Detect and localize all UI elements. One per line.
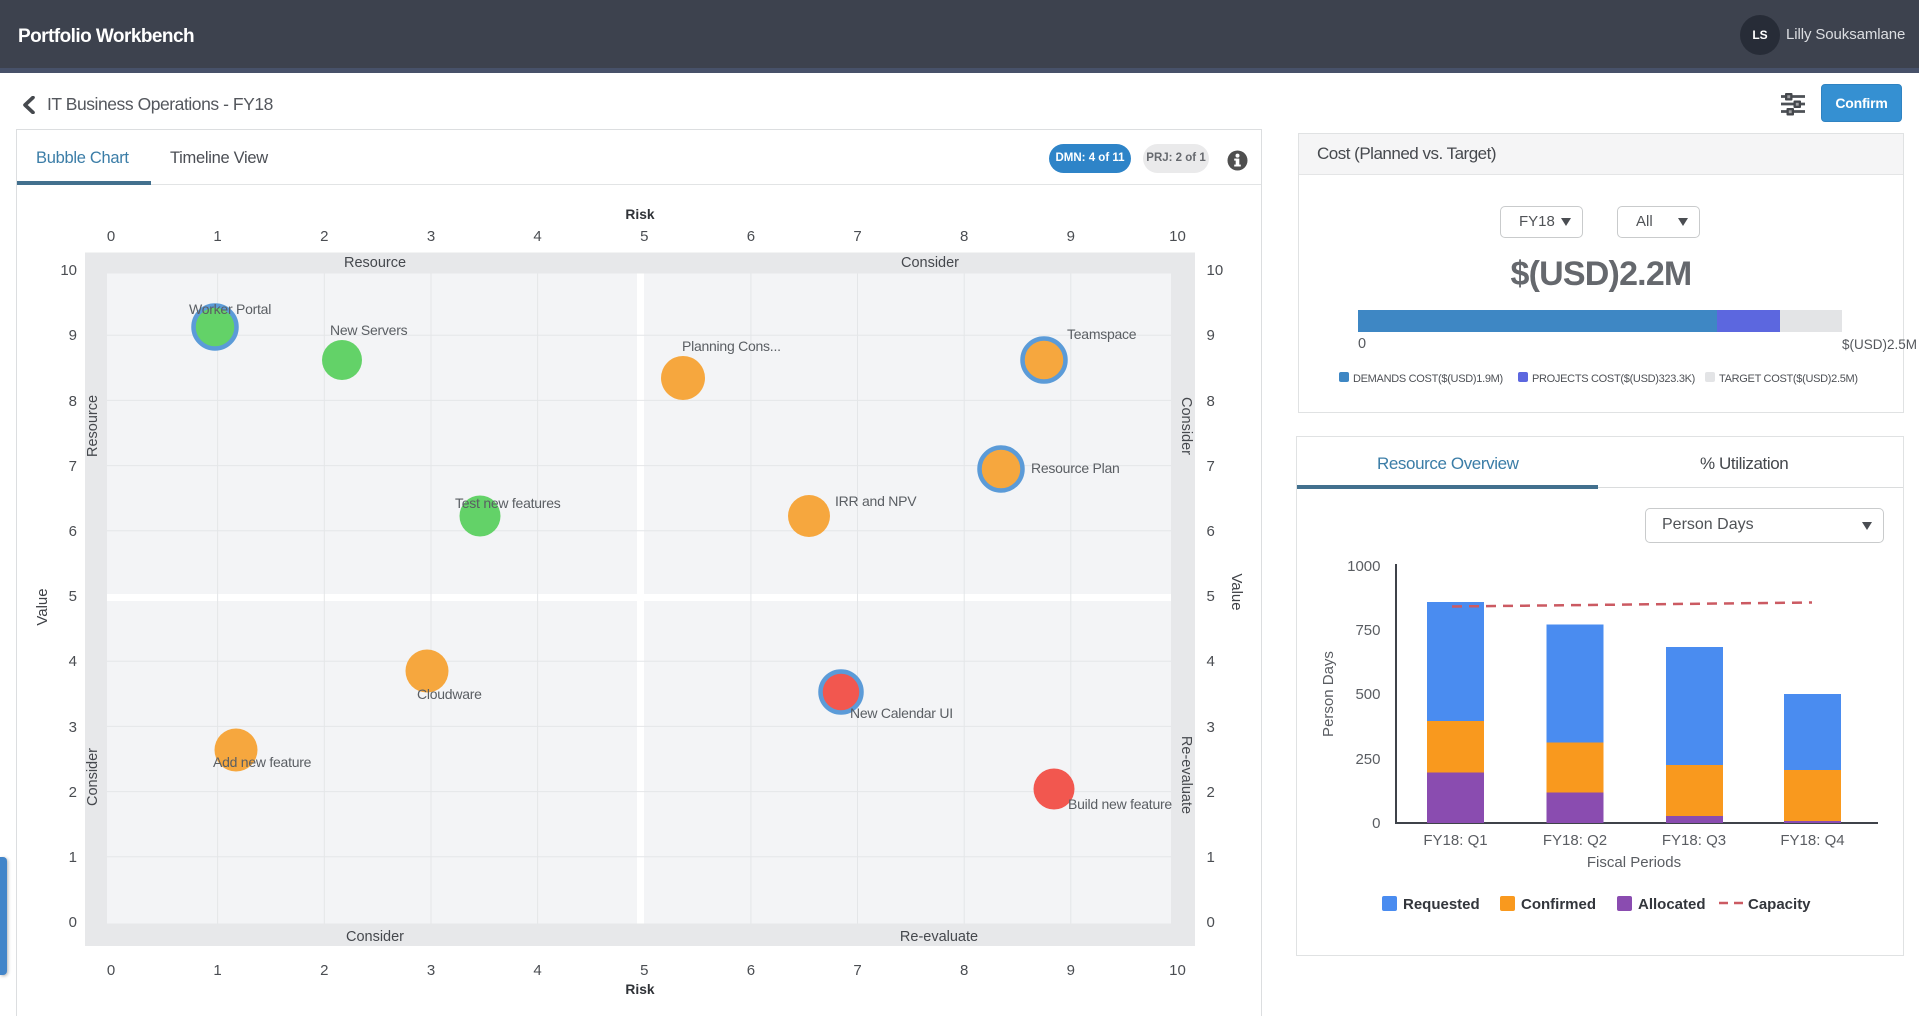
svg-text:8: 8 — [69, 393, 77, 410]
svg-text:Resource: Resource — [344, 255, 406, 271]
svg-text:4: 4 — [533, 962, 541, 979]
svg-text:3: 3 — [427, 228, 435, 245]
svg-text:Test new features: Test new features — [455, 495, 561, 511]
svg-text:5: 5 — [1207, 588, 1215, 605]
svg-text:4: 4 — [1207, 653, 1215, 670]
svg-text:Resource Plan: Resource Plan — [1031, 460, 1120, 476]
svg-text:9: 9 — [1067, 228, 1075, 245]
svg-text:6: 6 — [747, 228, 755, 245]
svg-text:7: 7 — [853, 228, 861, 245]
svg-text:6: 6 — [69, 523, 77, 540]
svg-text:2: 2 — [69, 784, 77, 801]
svg-text:0: 0 — [1372, 815, 1380, 832]
svg-text:1000: 1000 — [1347, 558, 1380, 575]
svg-text:FY18: Q2: FY18: Q2 — [1543, 832, 1607, 849]
svg-text:1: 1 — [69, 849, 77, 866]
svg-text:3: 3 — [427, 962, 435, 979]
svg-text:New Servers: New Servers — [330, 322, 408, 338]
svg-text:New Calendar UI: New Calendar UI — [850, 705, 953, 721]
svg-text:1: 1 — [1207, 849, 1215, 866]
svg-text:10: 10 — [1169, 962, 1186, 979]
svg-text:0: 0 — [107, 962, 115, 979]
svg-text:Cloudware: Cloudware — [417, 686, 482, 702]
svg-text:Resource: Resource — [85, 395, 101, 457]
svg-text:Value: Value — [34, 588, 51, 625]
svg-text:1: 1 — [213, 228, 221, 245]
svg-text:Consider: Consider — [901, 255, 959, 271]
svg-text:8: 8 — [960, 228, 968, 245]
svg-text:Build new feature: Build new feature — [1068, 796, 1172, 812]
svg-text:250: 250 — [1355, 751, 1380, 768]
svg-text:7: 7 — [69, 458, 77, 475]
svg-text:Re-evaluate: Re-evaluate — [1178, 736, 1194, 814]
svg-text:5: 5 — [640, 228, 648, 245]
svg-text:10: 10 — [60, 262, 77, 279]
svg-text:Value: Value — [1228, 573, 1245, 610]
svg-text:2: 2 — [320, 962, 328, 979]
svg-text:Requested: Requested — [1403, 896, 1480, 913]
svg-text:Consider: Consider — [1178, 397, 1194, 455]
svg-text:3: 3 — [1207, 719, 1215, 736]
svg-text:Risk: Risk — [625, 207, 654, 222]
svg-text:6: 6 — [747, 962, 755, 979]
svg-text:3: 3 — [69, 719, 77, 736]
svg-text:10: 10 — [1169, 228, 1186, 245]
svg-text:5: 5 — [69, 588, 77, 605]
svg-text:Consider: Consider — [85, 748, 101, 806]
svg-text:1: 1 — [213, 962, 221, 979]
svg-text:5: 5 — [640, 962, 648, 979]
svg-text:Confirmed: Confirmed — [1521, 896, 1596, 913]
svg-text:9: 9 — [69, 327, 77, 344]
svg-text:4: 4 — [533, 228, 541, 245]
svg-text:Planning Cons...: Planning Cons... — [682, 338, 781, 354]
svg-text:10: 10 — [1207, 262, 1224, 279]
svg-text:8: 8 — [960, 962, 968, 979]
svg-text:7: 7 — [1207, 458, 1215, 475]
svg-text:2: 2 — [1207, 784, 1215, 801]
svg-text:0: 0 — [107, 228, 115, 245]
svg-text:0: 0 — [1207, 914, 1215, 931]
svg-text:Risk: Risk — [625, 982, 654, 997]
svg-text:750: 750 — [1355, 622, 1380, 639]
svg-text:0: 0 — [69, 914, 77, 931]
svg-text:FY18: Q1: FY18: Q1 — [1423, 832, 1487, 849]
svg-text:Fiscal Periods: Fiscal Periods — [1587, 854, 1681, 871]
svg-text:2: 2 — [320, 228, 328, 245]
svg-text:8: 8 — [1207, 393, 1215, 410]
svg-text:9: 9 — [1207, 327, 1215, 344]
svg-text:Capacity: Capacity — [1748, 896, 1811, 913]
svg-text:Re-evaluate: Re-evaluate — [900, 929, 978, 945]
svg-text:Worker Portal: Worker Portal — [189, 301, 271, 317]
svg-text:FY18: Q4: FY18: Q4 — [1780, 832, 1844, 849]
svg-text:6: 6 — [1207, 523, 1215, 540]
svg-text:IRR and NPV: IRR and NPV — [835, 493, 917, 509]
svg-text:9: 9 — [1067, 962, 1075, 979]
svg-text:Allocated: Allocated — [1638, 896, 1706, 913]
svg-text:FY18: Q3: FY18: Q3 — [1662, 832, 1726, 849]
svg-text:7: 7 — [853, 962, 861, 979]
svg-text:4: 4 — [69, 653, 77, 670]
svg-text:500: 500 — [1355, 686, 1380, 703]
svg-text:Person Days: Person Days — [1320, 651, 1337, 737]
svg-text:Consider: Consider — [346, 929, 404, 945]
svg-text:Add new feature: Add new feature — [213, 754, 312, 770]
svg-text:Teamspace: Teamspace — [1067, 326, 1137, 342]
